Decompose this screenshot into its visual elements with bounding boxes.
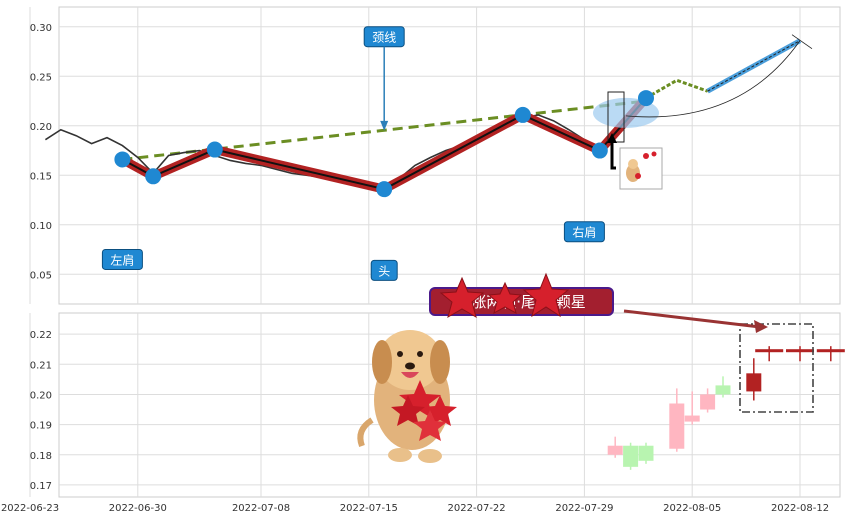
annotation-label: 右肩 bbox=[572, 225, 596, 240]
dog-icon bbox=[357, 330, 457, 463]
banner-arrow bbox=[623, 309, 761, 329]
annotation-label: 左肩 bbox=[110, 252, 134, 267]
highlight-box bbox=[739, 323, 814, 413]
candle-body bbox=[684, 415, 700, 422]
top-grid bbox=[29, 7, 840, 304]
breakout-arrow-head bbox=[607, 133, 617, 143]
candle-body bbox=[786, 349, 814, 353]
y-tick-label: 0.17 bbox=[30, 481, 52, 492]
projection-layer bbox=[593, 34, 813, 128]
banner-arrow-head bbox=[754, 320, 768, 333]
breakout-arrow bbox=[610, 140, 616, 170]
annotation-box bbox=[370, 259, 398, 281]
pattern-point bbox=[591, 142, 608, 159]
y-tick-label: 0.19 bbox=[30, 421, 52, 432]
y-tick-label: 0.22 bbox=[30, 330, 52, 341]
candle-body bbox=[700, 394, 716, 410]
top-y-ticks: 0.05 0.10 0.15 0.20 0.25 0.30 bbox=[30, 23, 52, 281]
y-tick-label: 0.20 bbox=[30, 122, 52, 133]
pattern-point bbox=[206, 141, 223, 158]
x-tick-label: 2022-07-22 bbox=[448, 503, 506, 514]
mini-dog-icon bbox=[619, 147, 663, 190]
pattern-point bbox=[376, 181, 393, 198]
projection-tick bbox=[791, 34, 813, 49]
candle-body bbox=[623, 445, 639, 467]
x-tick-label: 2022-06-23 bbox=[1, 503, 59, 514]
annotation-arrow-head bbox=[380, 120, 389, 131]
y-tick-label: 0.18 bbox=[30, 451, 52, 462]
x-tick-label: 2022-08-12 bbox=[771, 503, 829, 514]
candles-layer bbox=[607, 346, 845, 470]
candle-body bbox=[669, 403, 685, 449]
candle-body bbox=[816, 349, 845, 353]
annotation-box bbox=[101, 248, 143, 270]
x-tick-label: 2022-08-05 bbox=[663, 503, 721, 514]
projection-blue-core bbox=[707, 40, 801, 92]
annotation-label: 颈线 bbox=[372, 31, 396, 45]
annotation-box bbox=[563, 221, 605, 243]
candle-body bbox=[638, 445, 654, 461]
star-icon bbox=[439, 272, 570, 319]
x-tick-label: 2022-06-30 bbox=[109, 503, 167, 514]
y-tick-label: 0.25 bbox=[30, 72, 52, 83]
breakout-zone bbox=[593, 97, 659, 128]
candle-body bbox=[746, 373, 762, 392]
x-tick-label: 2022-07-29 bbox=[555, 503, 613, 514]
pattern-point bbox=[638, 90, 654, 107]
y-tick-label: 0.05 bbox=[30, 270, 52, 281]
pattern-points-layer bbox=[114, 90, 654, 198]
x-tick-label: 2022-07-08 bbox=[232, 503, 290, 514]
pattern-point bbox=[145, 168, 162, 185]
bottom-y-ticks: 0.17 0.18 0.19 0.20 0.21 0.22 bbox=[30, 330, 52, 492]
y-tick-label: 0.30 bbox=[30, 23, 52, 34]
x-ticks: 2022-06-23 2022-06-30 2022-07-08 2022-07-15… bbox=[1, 503, 829, 514]
y-tick-label: 0.20 bbox=[30, 390, 52, 401]
y-tick-label: 0.10 bbox=[30, 221, 52, 232]
candle-body bbox=[607, 445, 623, 455]
x-tick-label: 2022-07-15 bbox=[340, 503, 398, 514]
candle-body bbox=[755, 349, 784, 353]
y-tick-label: 0.21 bbox=[30, 360, 52, 371]
projection-green bbox=[645, 78, 709, 100]
projection-curve bbox=[625, 40, 801, 118]
candle-body bbox=[715, 385, 731, 395]
pattern-point bbox=[514, 106, 531, 123]
annotation-label: 头 bbox=[378, 264, 390, 278]
y-tick-label: 0.15 bbox=[30, 171, 52, 182]
pattern-point bbox=[114, 151, 131, 168]
